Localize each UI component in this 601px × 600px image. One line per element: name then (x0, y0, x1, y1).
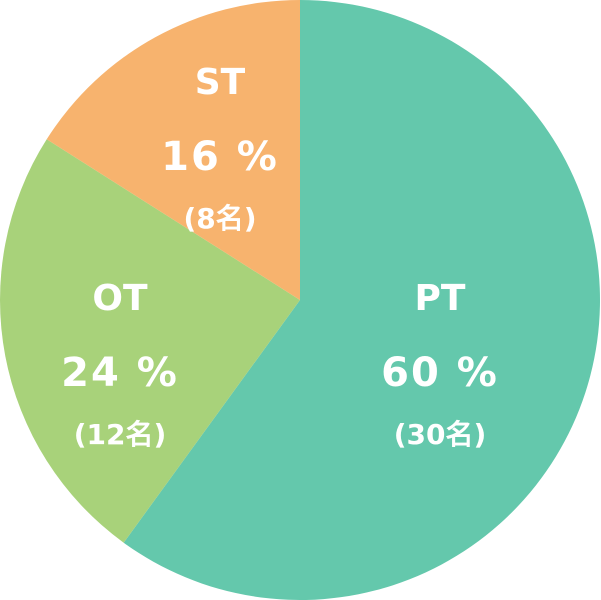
pie-slice (46, 0, 300, 300)
slice-percent: 16 % (161, 134, 279, 180)
slice-count: (30名) (394, 418, 487, 451)
slice-percent: 60 % (381, 350, 499, 396)
pie-slice (123, 0, 600, 600)
slice-name: OT (92, 278, 148, 319)
slice-count: (8名) (183, 202, 256, 235)
slice-name: ST (195, 62, 246, 103)
pie-slice (0, 139, 300, 543)
slice-count: (12名) (74, 418, 167, 451)
slice-name: PT (415, 278, 466, 319)
slice-percent: 24 % (61, 350, 179, 396)
